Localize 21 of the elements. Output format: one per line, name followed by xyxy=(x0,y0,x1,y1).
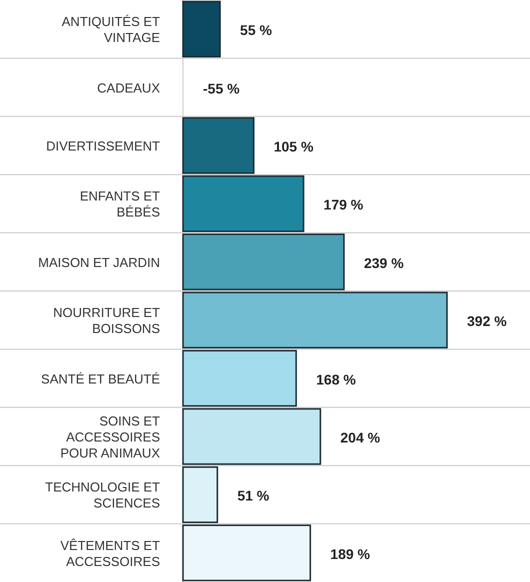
y-tick-label: SANTÉ ET BEAUTÉ xyxy=(41,371,160,386)
data-label: 189 % xyxy=(330,546,371,562)
data-label: 179 % xyxy=(324,196,364,213)
data-label: 55 % xyxy=(240,22,273,38)
y-tick-label: MAISON ET JARDIN xyxy=(38,254,160,270)
data-label: 392 % xyxy=(467,313,508,330)
bar xyxy=(182,0,221,58)
y-tick-label: DIVERTISSEMENT xyxy=(46,138,160,154)
data-label: 105 % xyxy=(274,138,314,154)
y-tick-label: NOURRITURE ET BOISSONS xyxy=(53,305,160,336)
y-tick-label: TECHNOLOGIE ET SCIENCES xyxy=(45,480,160,511)
data-label: 239 % xyxy=(364,254,404,271)
y-tick-label: SOINS ET ACCESSOIRES POUR ANIMAUX xyxy=(60,414,160,460)
y-tick-label: ANTIQUITÉS ET VINTAGE xyxy=(62,14,160,46)
text: -55 % xyxy=(203,80,240,96)
y-tick-label: CADEAUX xyxy=(97,80,160,96)
y-tick-label: VÊTEMENTS ET ACCESSOIRES xyxy=(60,538,160,569)
data-label: 51 % xyxy=(237,488,270,504)
data-label: 168 % xyxy=(316,371,356,388)
data-label: 204 % xyxy=(340,430,381,446)
y-tick-label: ENFANTS ET BÉBÉS xyxy=(80,188,160,220)
